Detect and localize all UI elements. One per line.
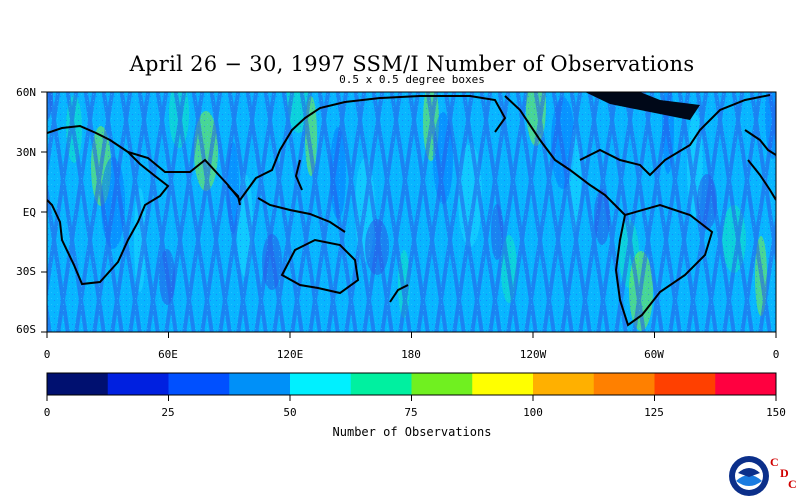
- map-title: April 26 − 30, 1997 SSM/I Number of Obse…: [129, 52, 695, 76]
- map-field: [47, 92, 776, 332]
- lon-label-120w: 120W: [519, 348, 547, 361]
- lon-label-60e: 60E: [158, 348, 178, 361]
- lon-label-60w: 60W: [644, 348, 664, 361]
- map-subtitle: 0.5 x 0.5 degree boxes: [339, 73, 485, 86]
- lon-label-0-end: 0: [772, 348, 780, 361]
- lat-label-eq: EQ: [22, 206, 36, 219]
- noaa-cdc-logo[interactable]: C D C: [728, 455, 797, 497]
- lat-label-60n: 60N: [16, 86, 36, 99]
- colorbar-tick-150: 150: [766, 406, 786, 419]
- lon-label-180: 180: [401, 348, 421, 361]
- colorbar-tick-100: 100: [523, 406, 543, 419]
- logo-letter-d: D: [780, 466, 789, 480]
- lat-label-30s: 30S: [16, 265, 36, 278]
- colorbar-segment: [533, 373, 595, 395]
- colorbar-segment: [472, 373, 534, 395]
- coastlines: [47, 94, 776, 327]
- lon-label-120e: 120E: [276, 348, 304, 361]
- colorbar-segment: [47, 373, 109, 395]
- logo-letter-c1: C: [770, 455, 779, 469]
- colorbar-segment: [107, 373, 169, 395]
- colorbar-tick-125: 125: [644, 406, 664, 419]
- no-data-region: [585, 92, 700, 120]
- colorbar-segment: [229, 373, 291, 395]
- lat-label-30n: 30N: [16, 146, 36, 159]
- colorbar-tick-75: 75: [404, 406, 418, 419]
- colorbar-segment: [290, 373, 352, 395]
- colorbar-segment: [350, 373, 412, 395]
- colorbar-segment: [715, 373, 777, 395]
- colorbar-tick-25: 25: [161, 406, 175, 419]
- lon-label-0: 0: [43, 348, 51, 361]
- colorbar-title: Number of Observations: [332, 425, 492, 439]
- logo-letter-c2: C: [788, 477, 797, 491]
- colorbar-tick-50: 50: [283, 406, 297, 419]
- colorbar: [47, 373, 777, 395]
- noaa-logo-icon: [729, 456, 769, 496]
- colorbar-segment: [654, 373, 716, 395]
- colorbar-tick-0: 0: [43, 406, 51, 419]
- colorbar-segment: [593, 373, 655, 395]
- colorbar-segment: [411, 373, 473, 395]
- lat-label-60s: 60S: [16, 323, 36, 336]
- colorbar-segment: [168, 373, 230, 395]
